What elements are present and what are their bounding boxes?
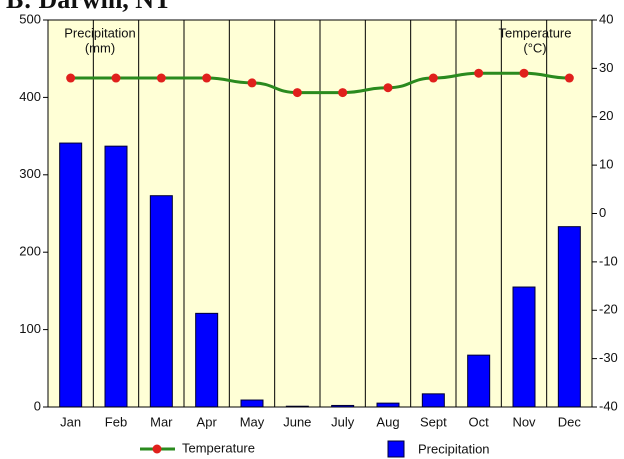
y2-tick-label: -30	[599, 350, 618, 365]
legend-label: Temperature	[182, 440, 255, 455]
y-axis-label: Precipitation	[64, 25, 136, 40]
x-tick-label: Oct	[469, 414, 490, 429]
temperature-point	[428, 73, 438, 83]
y-axis-label: (mm)	[85, 40, 115, 55]
y-tick-label: 500	[19, 11, 41, 26]
x-tick-label: Sept	[420, 414, 447, 429]
y2-axis-label: Temperature	[499, 25, 572, 40]
bar	[195, 312, 219, 408]
y-tick-label: 300	[19, 166, 41, 181]
bar	[557, 226, 581, 408]
temperature-point	[156, 73, 166, 83]
legend-point	[152, 444, 162, 454]
temperature-point	[292, 88, 302, 98]
legend-label: Precipitation	[418, 441, 490, 456]
temperature-point	[474, 68, 484, 78]
y-tick-label: 100	[19, 321, 41, 336]
temperature-point	[66, 73, 76, 83]
x-tick-label: July	[331, 414, 355, 429]
temperature-point	[202, 73, 212, 83]
x-tick-label: Feb	[105, 414, 127, 429]
x-tick-label: Aug	[376, 414, 399, 429]
temperature-point	[111, 73, 121, 83]
chart-title: B: Darwin, NT	[6, 0, 171, 14]
bar	[149, 195, 173, 408]
plot-frame	[47, 19, 593, 408]
y2-tick-label: -10	[599, 253, 618, 268]
bar	[104, 145, 128, 408]
legend-swatch	[387, 440, 405, 458]
temperature-point	[564, 73, 574, 83]
bar	[512, 286, 536, 408]
temperature-point	[519, 68, 529, 78]
bar	[467, 354, 491, 408]
temperature-point	[247, 78, 257, 88]
y2-tick-label: -40	[599, 398, 618, 413]
bar	[376, 402, 400, 408]
bar	[421, 393, 445, 408]
x-tick-label: Jan	[60, 414, 81, 429]
bar	[59, 142, 83, 408]
bar	[240, 399, 264, 408]
y-tick-label: 400	[19, 89, 41, 104]
x-tick-label: June	[283, 414, 311, 429]
y2-axis-label: (°C)	[523, 40, 546, 55]
y2-tick-label: 20	[599, 108, 613, 123]
x-tick-label: Nov	[512, 414, 536, 429]
y2-tick-label: 0	[599, 205, 606, 220]
x-tick-label: Dec	[558, 414, 582, 429]
x-tick-label: Mar	[150, 414, 173, 429]
x-tick-label: May	[240, 414, 265, 429]
y2-tick-label: -20	[599, 302, 618, 317]
y2-tick-label: 10	[599, 157, 613, 172]
x-tick-label: Apr	[197, 414, 218, 429]
y-tick-label: 200	[19, 244, 41, 259]
temperature-point	[383, 83, 393, 93]
temperature-point	[338, 88, 348, 98]
y-tick-label: 0	[34, 398, 41, 413]
y2-tick-label: 40	[599, 11, 613, 26]
y2-tick-label: 30	[599, 60, 613, 75]
temperature-line	[70, 71, 570, 95]
